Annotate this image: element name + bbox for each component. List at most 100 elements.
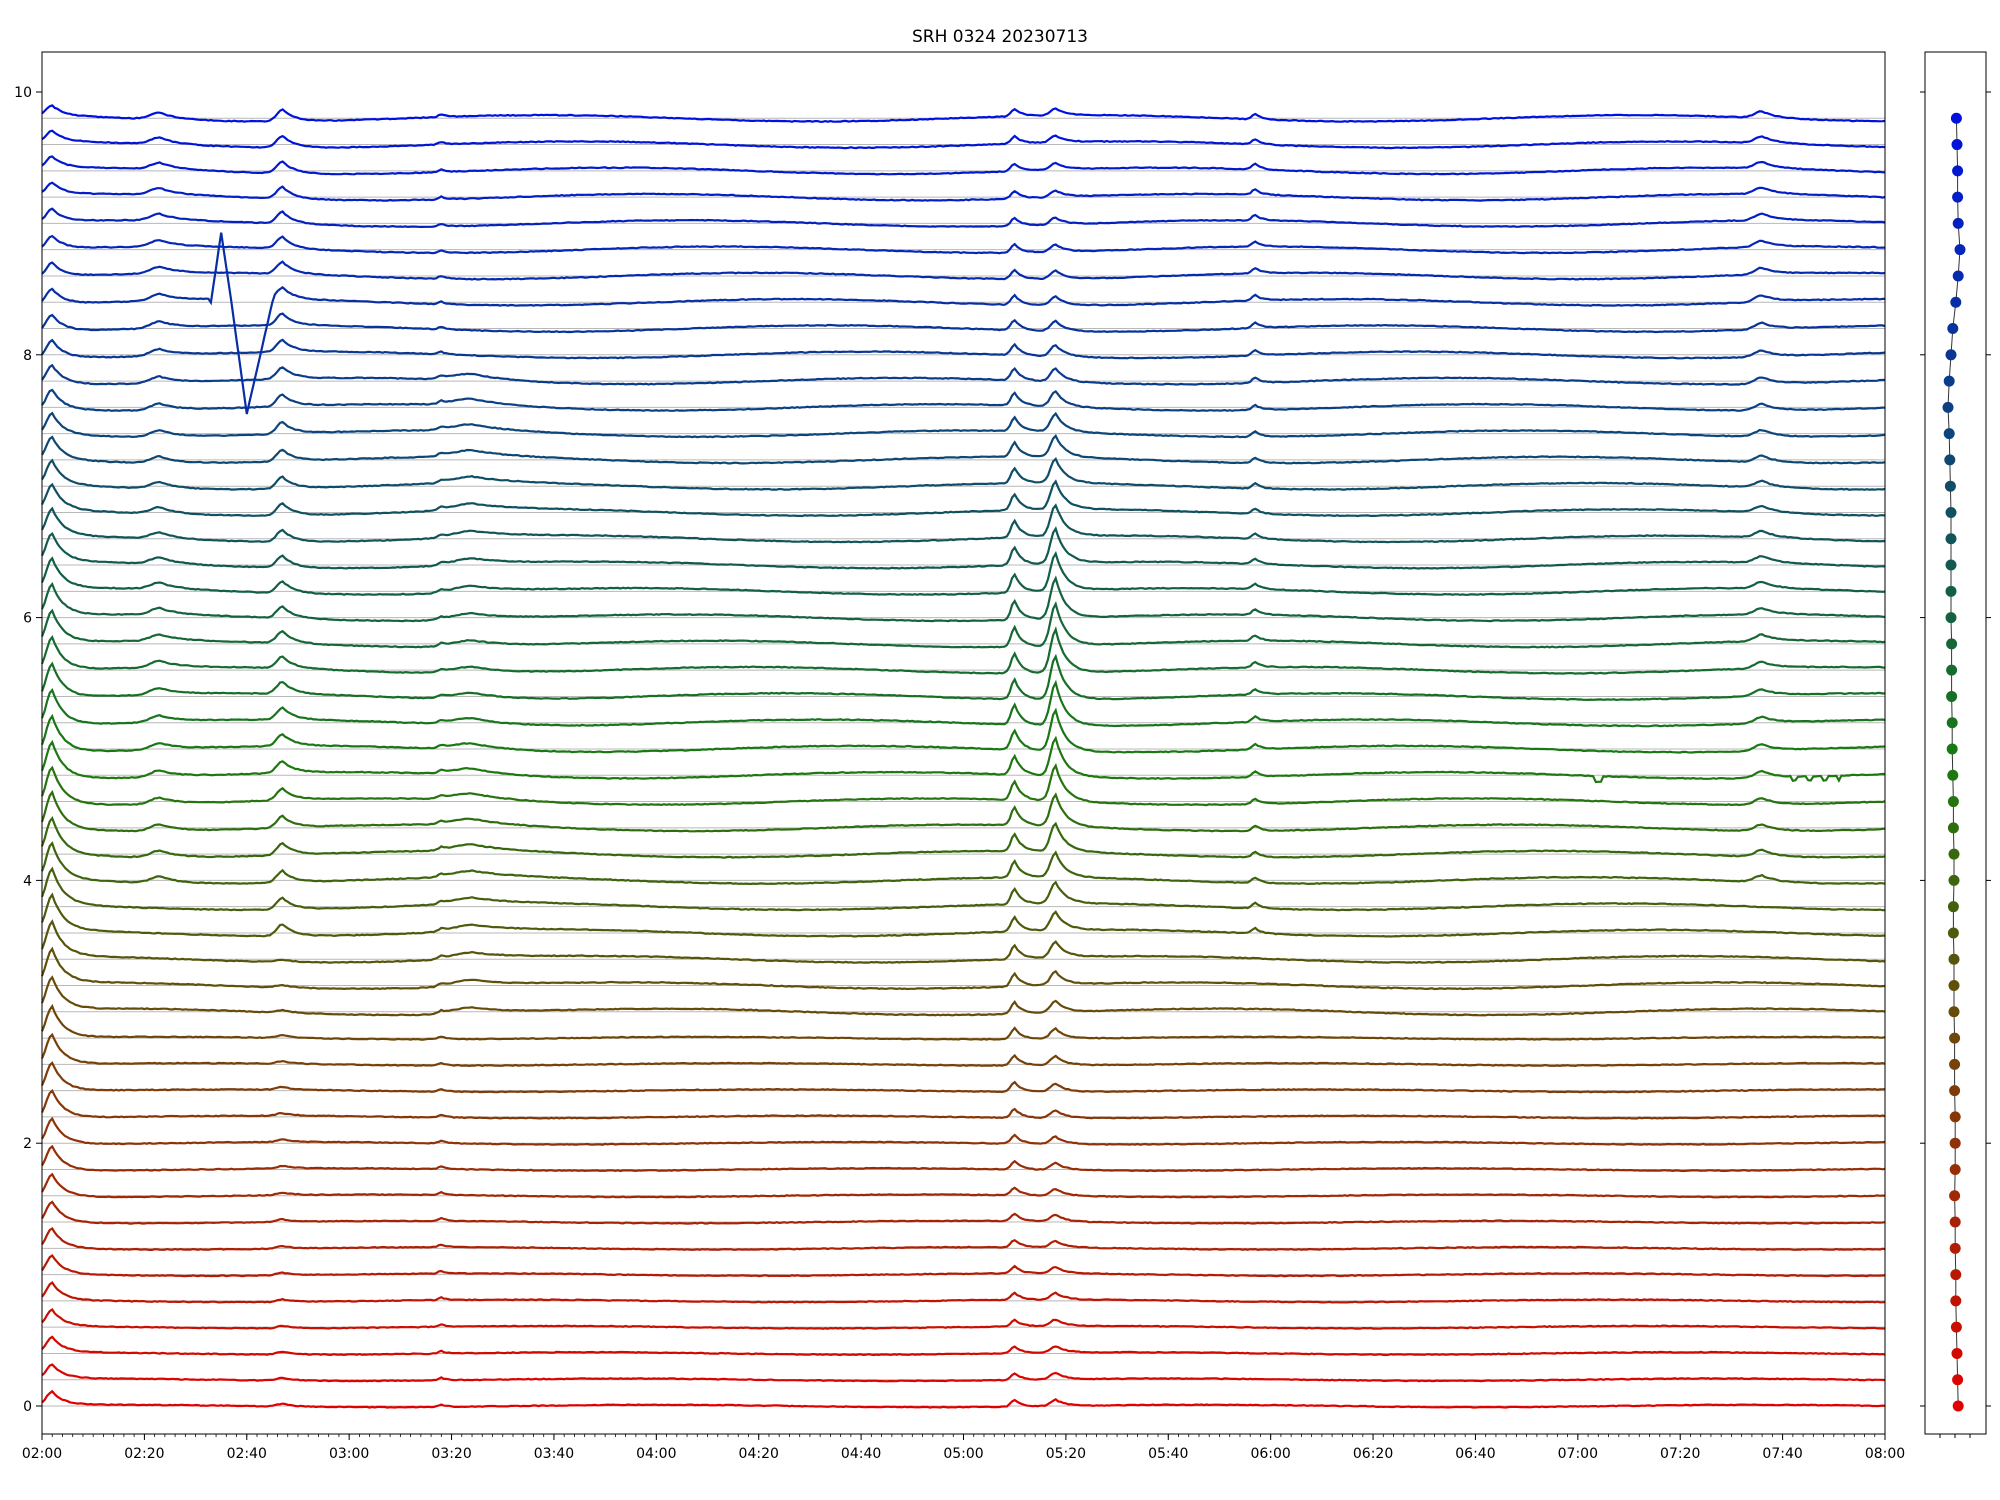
side-panel-marker xyxy=(1949,1111,1961,1123)
series-line xyxy=(41,104,1886,123)
series-line xyxy=(41,1389,1886,1409)
side-panel-marker xyxy=(1945,533,1957,545)
series-line xyxy=(40,946,1886,991)
y-axis: 0 2 4 6 8 10 xyxy=(14,85,42,1415)
side-panel-marker xyxy=(1949,1216,1961,1228)
side-panel-marker xyxy=(1952,270,1964,282)
chart-title: SRH 0324 20230713 xyxy=(912,27,1088,47)
side-panel-marker xyxy=(1952,191,1964,203)
x-tick-label: 05:20 xyxy=(1046,1446,1086,1462)
side-panel xyxy=(1920,51,1991,1438)
series-line xyxy=(41,388,1886,412)
side-panel-marker xyxy=(1946,638,1958,650)
side-panel-marker xyxy=(1952,1400,1964,1412)
series-line xyxy=(41,411,1886,439)
x-tick-label: 03:20 xyxy=(431,1446,471,1462)
side-panel-marker xyxy=(1945,585,1957,597)
gridlines xyxy=(42,117,1885,1407)
series-line xyxy=(41,434,1886,465)
x-tick-label: 04:40 xyxy=(841,1446,881,1462)
series-line xyxy=(40,841,1886,886)
main-plot-area: 02:00 02:20 02:40 03:00 03:20 03:40 04:00 04:20… xyxy=(14,51,1905,1462)
series-line xyxy=(41,207,1886,229)
side-panel-marker xyxy=(1952,217,1964,229)
x-tick-label: 07:20 xyxy=(1660,1446,1700,1462)
side-panel-marker xyxy=(1951,1347,1963,1359)
side-panel-marker xyxy=(1948,1006,1960,1018)
series-line xyxy=(41,1253,1886,1278)
y-tick-label: 10 xyxy=(14,85,32,101)
series-line xyxy=(41,1335,1886,1357)
x-tick-label: 05:40 xyxy=(1148,1446,1188,1462)
side-panel-marker xyxy=(1949,1190,1961,1202)
series-line xyxy=(41,260,1886,281)
x-tick-label: 08:00 xyxy=(1865,1446,1905,1462)
side-panel-marker xyxy=(1946,690,1958,702)
side-panel-marker xyxy=(1945,612,1957,624)
series-line xyxy=(41,181,1886,202)
side-panel-marker xyxy=(1943,428,1955,440)
x-tick-label: 02:00 xyxy=(22,1446,62,1462)
x-tick-label: 04:20 xyxy=(739,1446,779,1462)
side-panel-marker xyxy=(1949,1032,1961,1044)
y-tick-label: 0 xyxy=(23,1399,32,1415)
side-panel-marker xyxy=(1946,717,1958,729)
series-line xyxy=(41,232,1886,415)
x-tick-label: 04:00 xyxy=(636,1446,676,1462)
y-tick-label: 8 xyxy=(23,348,32,364)
y-tick-label: 2 xyxy=(23,1136,32,1152)
series-line xyxy=(40,763,1886,807)
x-tick-label: 03:00 xyxy=(329,1446,369,1462)
side-panel-marker xyxy=(1943,375,1955,387)
x-tick-label: 02:40 xyxy=(227,1446,267,1462)
series-line xyxy=(40,1032,1886,1068)
series-line xyxy=(41,338,1886,360)
x-tick-label: 06:20 xyxy=(1353,1446,1393,1462)
side-panel-marker xyxy=(1947,927,1959,939)
x-tick-label: 07:40 xyxy=(1762,1446,1802,1462)
side-panel-marker xyxy=(1947,901,1959,913)
series-line xyxy=(40,892,1885,938)
side-panel-marker xyxy=(1950,1321,1962,1333)
series-line xyxy=(41,479,1886,518)
side-panel-marker xyxy=(1948,874,1960,886)
series-line xyxy=(40,1003,1886,1041)
series-line xyxy=(40,1089,1886,1120)
series-line xyxy=(41,155,1885,176)
series-line xyxy=(40,866,1886,912)
x-tick-label: 05:00 xyxy=(943,1446,983,1462)
series-line xyxy=(41,1307,1885,1330)
y-tick-label: 6 xyxy=(23,611,32,627)
series-line xyxy=(40,707,1886,754)
side-panel-marker xyxy=(1949,1163,1961,1175)
series-line xyxy=(40,526,1886,570)
side-panel-marker xyxy=(1947,796,1959,808)
x-axis: 02:00 02:20 02:40 03:00 03:20 03:40 04:00 04:20… xyxy=(22,1434,1905,1462)
side-panel-marker xyxy=(1948,980,1960,992)
series-line xyxy=(40,575,1886,623)
side-panel-marker xyxy=(1945,506,1957,518)
series-line xyxy=(40,653,1886,702)
series-line xyxy=(40,815,1886,859)
series-line xyxy=(40,735,1886,784)
series-line xyxy=(41,456,1886,491)
series-layer xyxy=(40,104,1886,1409)
series-line xyxy=(41,1363,1886,1383)
side-panel-marker xyxy=(1945,559,1957,571)
side-panel-marker xyxy=(1948,848,1960,860)
side-panel-marker xyxy=(1950,112,1962,124)
side-panel-marker xyxy=(1947,822,1959,834)
series-line xyxy=(41,1144,1886,1173)
side-panel-marker xyxy=(1949,1058,1961,1070)
side-panel-marker xyxy=(1946,664,1958,676)
series-line xyxy=(40,626,1886,675)
side-panel-marker xyxy=(1944,454,1956,466)
side-panel-marker xyxy=(1949,1137,1961,1149)
side-panel-line xyxy=(1947,118,1961,1407)
series-line xyxy=(41,1226,1886,1252)
side-panel-marker xyxy=(1942,401,1954,413)
series-line xyxy=(40,919,1886,964)
series-line xyxy=(41,1200,1886,1225)
x-tick-label: 02:20 xyxy=(124,1446,164,1462)
